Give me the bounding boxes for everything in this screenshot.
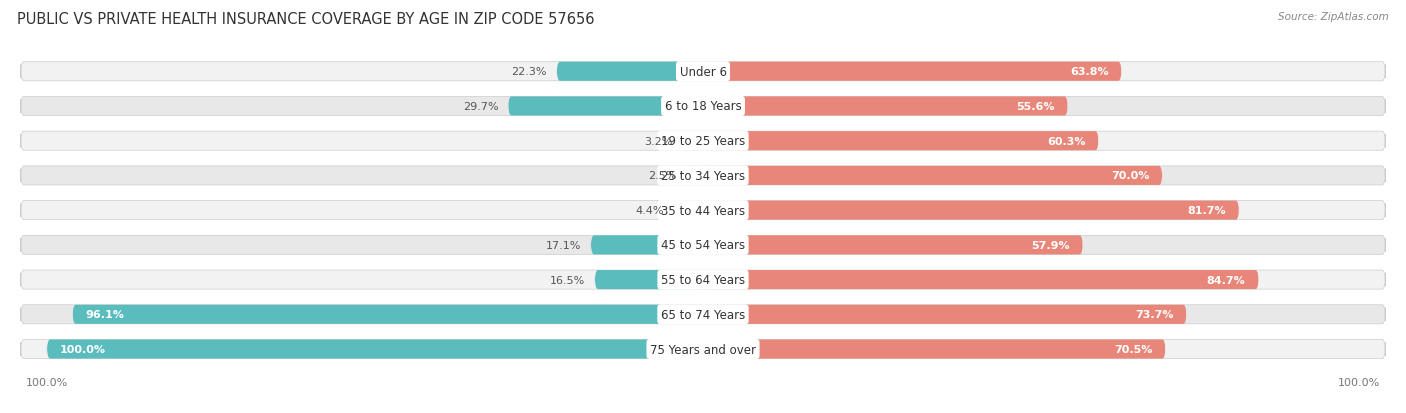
FancyBboxPatch shape — [73, 305, 703, 324]
Text: 22.3%: 22.3% — [512, 67, 547, 77]
Text: 70.5%: 70.5% — [1114, 344, 1153, 354]
FancyBboxPatch shape — [557, 62, 703, 82]
FancyBboxPatch shape — [21, 305, 1385, 324]
Text: 60.3%: 60.3% — [1047, 136, 1085, 146]
Text: 29.7%: 29.7% — [463, 102, 498, 112]
Text: Under 6: Under 6 — [679, 66, 727, 78]
FancyBboxPatch shape — [21, 236, 1385, 255]
FancyBboxPatch shape — [21, 271, 1385, 290]
Text: PUBLIC VS PRIVATE HEALTH INSURANCE COVERAGE BY AGE IN ZIP CODE 57656: PUBLIC VS PRIVATE HEALTH INSURANCE COVER… — [17, 12, 595, 27]
FancyBboxPatch shape — [21, 201, 1385, 220]
FancyBboxPatch shape — [682, 132, 703, 151]
FancyBboxPatch shape — [703, 62, 1122, 82]
FancyBboxPatch shape — [21, 97, 1385, 116]
FancyBboxPatch shape — [591, 236, 703, 255]
Text: 16.5%: 16.5% — [550, 275, 585, 285]
Text: 4.4%: 4.4% — [636, 206, 664, 216]
FancyBboxPatch shape — [508, 97, 703, 116]
Text: 2.5%: 2.5% — [648, 171, 676, 181]
Text: 25 to 34 Years: 25 to 34 Years — [661, 169, 745, 183]
FancyBboxPatch shape — [703, 201, 1239, 220]
FancyBboxPatch shape — [21, 166, 1385, 185]
Text: 57.9%: 57.9% — [1031, 240, 1070, 250]
Text: 55.6%: 55.6% — [1017, 102, 1054, 112]
FancyBboxPatch shape — [21, 339, 1385, 359]
FancyBboxPatch shape — [21, 62, 1385, 82]
Text: 75 Years and over: 75 Years and over — [650, 343, 756, 356]
Text: 73.7%: 73.7% — [1135, 310, 1174, 320]
FancyBboxPatch shape — [595, 271, 703, 290]
FancyBboxPatch shape — [673, 201, 703, 220]
FancyBboxPatch shape — [703, 97, 1067, 116]
FancyBboxPatch shape — [703, 236, 1083, 255]
Text: 81.7%: 81.7% — [1187, 206, 1226, 216]
Text: 3.2%: 3.2% — [644, 136, 672, 146]
Text: 19 to 25 Years: 19 to 25 Years — [661, 135, 745, 148]
Text: Source: ZipAtlas.com: Source: ZipAtlas.com — [1278, 12, 1389, 22]
Text: 63.8%: 63.8% — [1070, 67, 1108, 77]
Text: 100.0%: 100.0% — [60, 344, 105, 354]
Text: 35 to 44 Years: 35 to 44 Years — [661, 204, 745, 217]
FancyBboxPatch shape — [703, 132, 1098, 151]
Text: 96.1%: 96.1% — [86, 310, 125, 320]
Text: 17.1%: 17.1% — [546, 240, 581, 250]
Text: 45 to 54 Years: 45 to 54 Years — [661, 239, 745, 252]
Text: 84.7%: 84.7% — [1206, 275, 1246, 285]
Text: 6 to 18 Years: 6 to 18 Years — [665, 100, 741, 113]
FancyBboxPatch shape — [703, 339, 1166, 359]
FancyBboxPatch shape — [703, 166, 1163, 185]
Text: 55 to 64 Years: 55 to 64 Years — [661, 273, 745, 286]
Text: 65 to 74 Years: 65 to 74 Years — [661, 308, 745, 321]
FancyBboxPatch shape — [46, 339, 703, 359]
FancyBboxPatch shape — [21, 132, 1385, 151]
FancyBboxPatch shape — [686, 166, 703, 185]
FancyBboxPatch shape — [703, 271, 1258, 290]
FancyBboxPatch shape — [703, 305, 1187, 324]
Text: 70.0%: 70.0% — [1111, 171, 1149, 181]
